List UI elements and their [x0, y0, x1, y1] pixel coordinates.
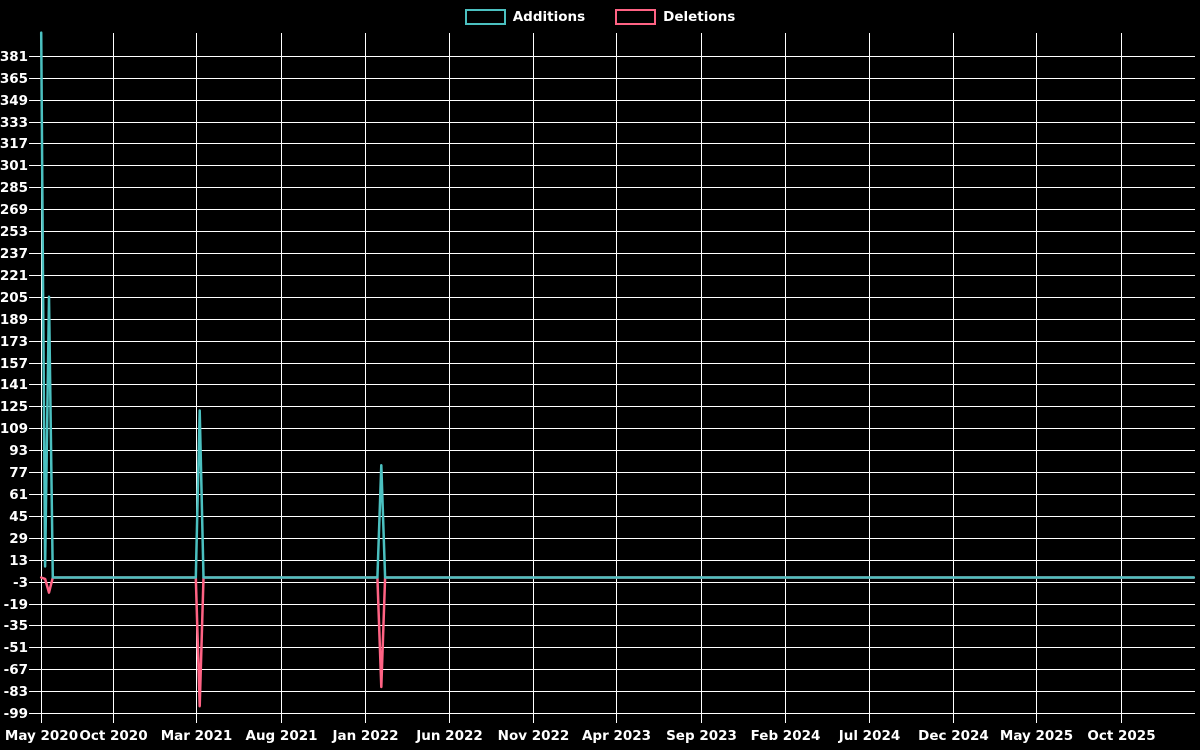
x-tick-label: Jul 2024	[838, 728, 901, 744]
y-tick-label: 317	[0, 136, 28, 152]
y-tick-label: 61	[9, 487, 28, 503]
x-tick-label: Sep 2023	[666, 728, 737, 744]
y-tick-label: 77	[9, 465, 28, 481]
additions-swatch-icon	[464, 9, 506, 25]
y-tick-label: -83	[4, 684, 28, 700]
x-tick-label: Aug 2021	[246, 728, 318, 744]
y-tick-label: 173	[0, 334, 28, 350]
x-tick-label: Oct 2025	[1087, 728, 1155, 744]
y-tick-label: 205	[0, 290, 28, 306]
y-tick-label: 333	[0, 115, 28, 131]
deletions-swatch-icon	[615, 9, 657, 25]
y-tick-label: 93	[9, 443, 28, 459]
y-tick-label: -19	[4, 597, 28, 613]
y-tick-label: 285	[0, 180, 28, 196]
y-tick-label: 29	[9, 531, 28, 547]
x-tick-label: Jan 2022	[331, 728, 398, 744]
y-tick-label: 109	[0, 421, 28, 437]
series-line-additions	[39, 31, 1196, 579]
x-tick-label: Oct 2020	[79, 728, 147, 744]
y-tick-label: -99	[4, 706, 28, 722]
legend-item-additions[interactable]: Additions	[464, 9, 586, 25]
legend-label-deletions: Deletions	[663, 9, 736, 25]
x-tick-label: May 2025	[1000, 728, 1073, 744]
y-tick-label: -51	[4, 640, 28, 656]
y-tick-label: 221	[0, 268, 28, 284]
y-tick-label: 381	[0, 49, 28, 65]
x-tick-label: Nov 2022	[498, 728, 570, 744]
y-tick-label: 269	[0, 202, 28, 218]
y-tick-label: 141	[0, 377, 28, 393]
y-tick-label: 157	[0, 356, 28, 372]
y-tick-label: -67	[4, 662, 28, 678]
y-tick-label: 349	[0, 93, 28, 109]
y-tick-label: -35	[4, 618, 28, 634]
legend-label-additions: Additions	[512, 9, 586, 25]
y-tick-label: 13	[9, 553, 28, 569]
y-tick-label: 365	[0, 71, 28, 87]
series-line-deletions	[39, 576, 1196, 708]
x-tick-label: Feb 2024	[751, 728, 821, 744]
y-tick-label: 253	[0, 224, 28, 240]
y-tick-label: 125	[0, 399, 28, 415]
x-tick-label: Mar 2021	[161, 728, 232, 744]
x-tick-label: Apr 2023	[582, 728, 651, 744]
x-tick-label: Dec 2024	[918, 728, 989, 744]
x-tick-label: Jun 2022	[415, 728, 483, 744]
legend-item-deletions[interactable]: Deletions	[615, 9, 735, 25]
y-tick-label: -3	[13, 575, 28, 591]
y-tick-label: 189	[0, 312, 28, 328]
y-tick-label: 237	[0, 246, 28, 262]
chart-legend: Additions Deletions	[0, 9, 1200, 25]
y-tick-label: 45	[9, 509, 28, 525]
x-tick-label: May 2020	[5, 728, 78, 744]
y-tick-label: 301	[0, 158, 28, 174]
